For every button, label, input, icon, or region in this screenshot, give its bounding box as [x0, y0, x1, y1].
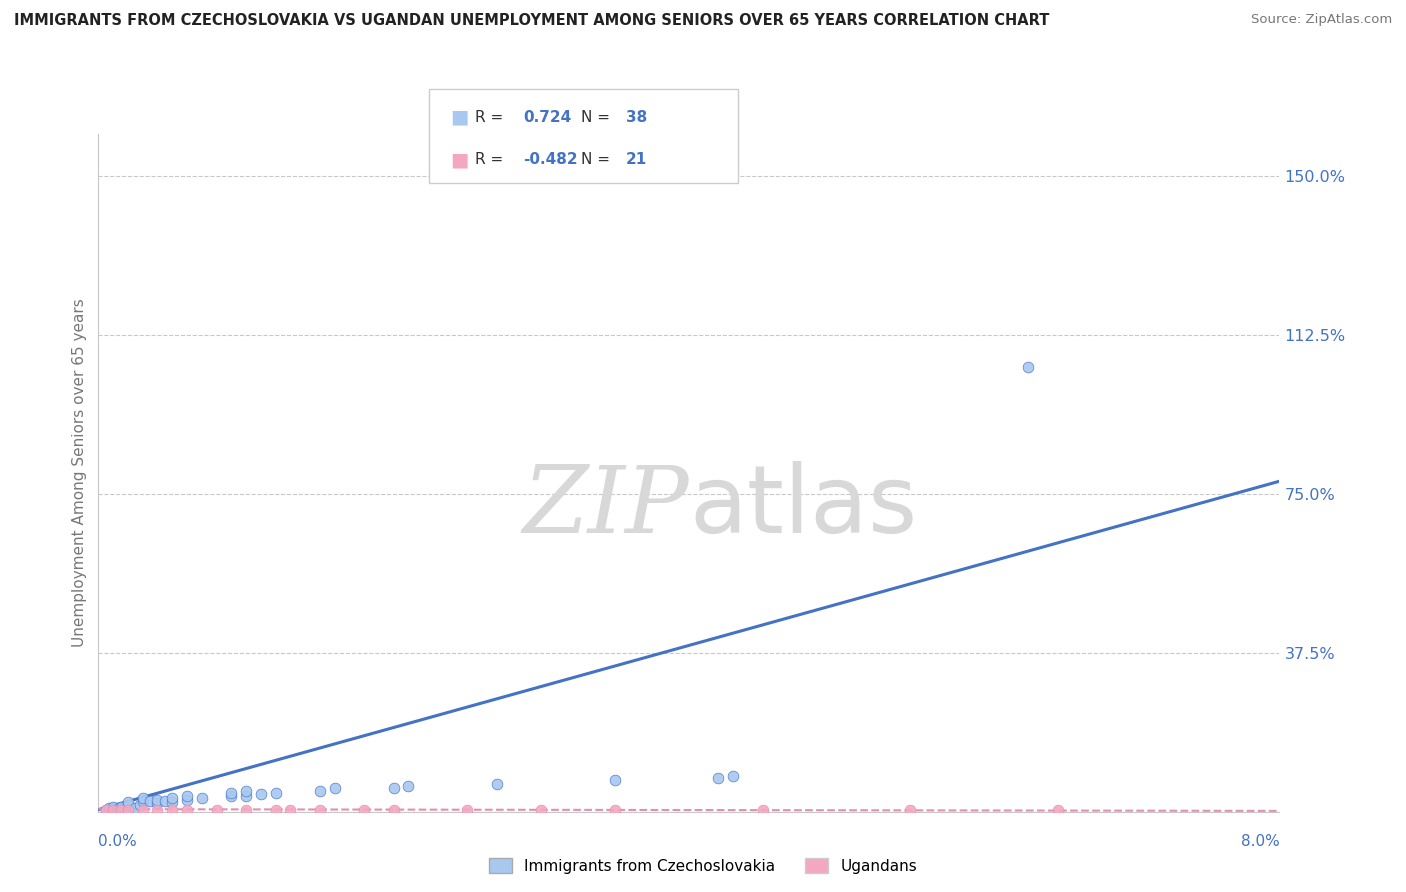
Point	[103, 801, 124, 815]
Point	[235, 789, 257, 803]
Point	[219, 786, 242, 800]
Point	[235, 784, 257, 798]
Point	[1017, 359, 1039, 374]
Point	[132, 803, 155, 817]
Point	[103, 799, 124, 814]
Text: 38: 38	[626, 110, 647, 125]
Point	[605, 772, 627, 787]
Point	[153, 794, 176, 808]
Point	[308, 783, 332, 797]
Point	[162, 796, 183, 810]
Text: 8.0%: 8.0%	[1240, 834, 1279, 849]
Point	[751, 803, 773, 817]
Text: R =: R =	[475, 153, 503, 168]
Point	[898, 803, 921, 817]
Text: ■: ■	[450, 108, 468, 127]
Text: ■: ■	[450, 150, 468, 169]
Point	[97, 801, 120, 815]
Point	[219, 789, 242, 803]
Point	[94, 803, 117, 817]
Point	[382, 781, 405, 796]
Point	[128, 797, 150, 812]
Point	[1046, 803, 1069, 817]
Point	[146, 803, 169, 817]
Point	[456, 803, 478, 817]
Point	[110, 800, 132, 814]
Point	[396, 780, 419, 794]
Point	[162, 791, 183, 805]
Text: IMMIGRANTS FROM CZECHOSLOVAKIA VS UGANDAN UNEMPLOYMENT AMONG SENIORS OVER 65 YEA: IMMIGRANTS FROM CZECHOSLOVAKIA VS UGANDA…	[14, 13, 1049, 29]
Point	[117, 796, 139, 810]
Point	[485, 777, 508, 791]
Point	[191, 791, 214, 805]
Point	[117, 803, 139, 817]
Text: N =: N =	[581, 110, 610, 125]
Y-axis label: Unemployment Among Seniors over 65 years: Unemployment Among Seniors over 65 years	[72, 299, 87, 647]
Point	[176, 793, 198, 807]
Point	[103, 803, 124, 817]
Point	[264, 786, 287, 800]
Point	[176, 789, 198, 803]
Legend: Immigrants from Czechoslovakia, Ugandans: Immigrants from Czechoslovakia, Ugandans	[482, 852, 924, 880]
Point	[250, 787, 273, 801]
Point	[323, 781, 346, 796]
Point	[132, 794, 155, 808]
Point	[721, 769, 744, 783]
Point	[132, 791, 155, 805]
Point	[264, 803, 287, 817]
Text: N =: N =	[581, 153, 610, 168]
Point	[205, 803, 228, 817]
Text: 0.724: 0.724	[523, 110, 571, 125]
Point	[103, 803, 124, 817]
Point	[278, 803, 301, 817]
Point	[110, 803, 132, 817]
Text: ZIP: ZIP	[522, 462, 689, 551]
Point	[117, 798, 139, 813]
Point	[707, 771, 730, 785]
Point	[530, 803, 553, 817]
Point	[382, 803, 405, 817]
Text: 0.0%: 0.0%	[98, 834, 138, 849]
Point	[124, 801, 146, 815]
Point	[139, 794, 162, 808]
Point	[162, 803, 183, 817]
Point	[107, 802, 129, 816]
Text: 21: 21	[626, 153, 647, 168]
Text: Source: ZipAtlas.com: Source: ZipAtlas.com	[1251, 13, 1392, 27]
Point	[94, 803, 117, 817]
Point	[176, 803, 198, 817]
Text: R =: R =	[475, 110, 503, 125]
Point	[117, 803, 139, 817]
Point	[235, 803, 257, 817]
Point	[146, 793, 169, 807]
Point	[353, 803, 375, 817]
Point	[146, 796, 169, 810]
Text: atlas: atlas	[689, 460, 917, 553]
Text: -0.482: -0.482	[523, 153, 578, 168]
Point	[308, 803, 332, 817]
Point	[605, 803, 627, 817]
